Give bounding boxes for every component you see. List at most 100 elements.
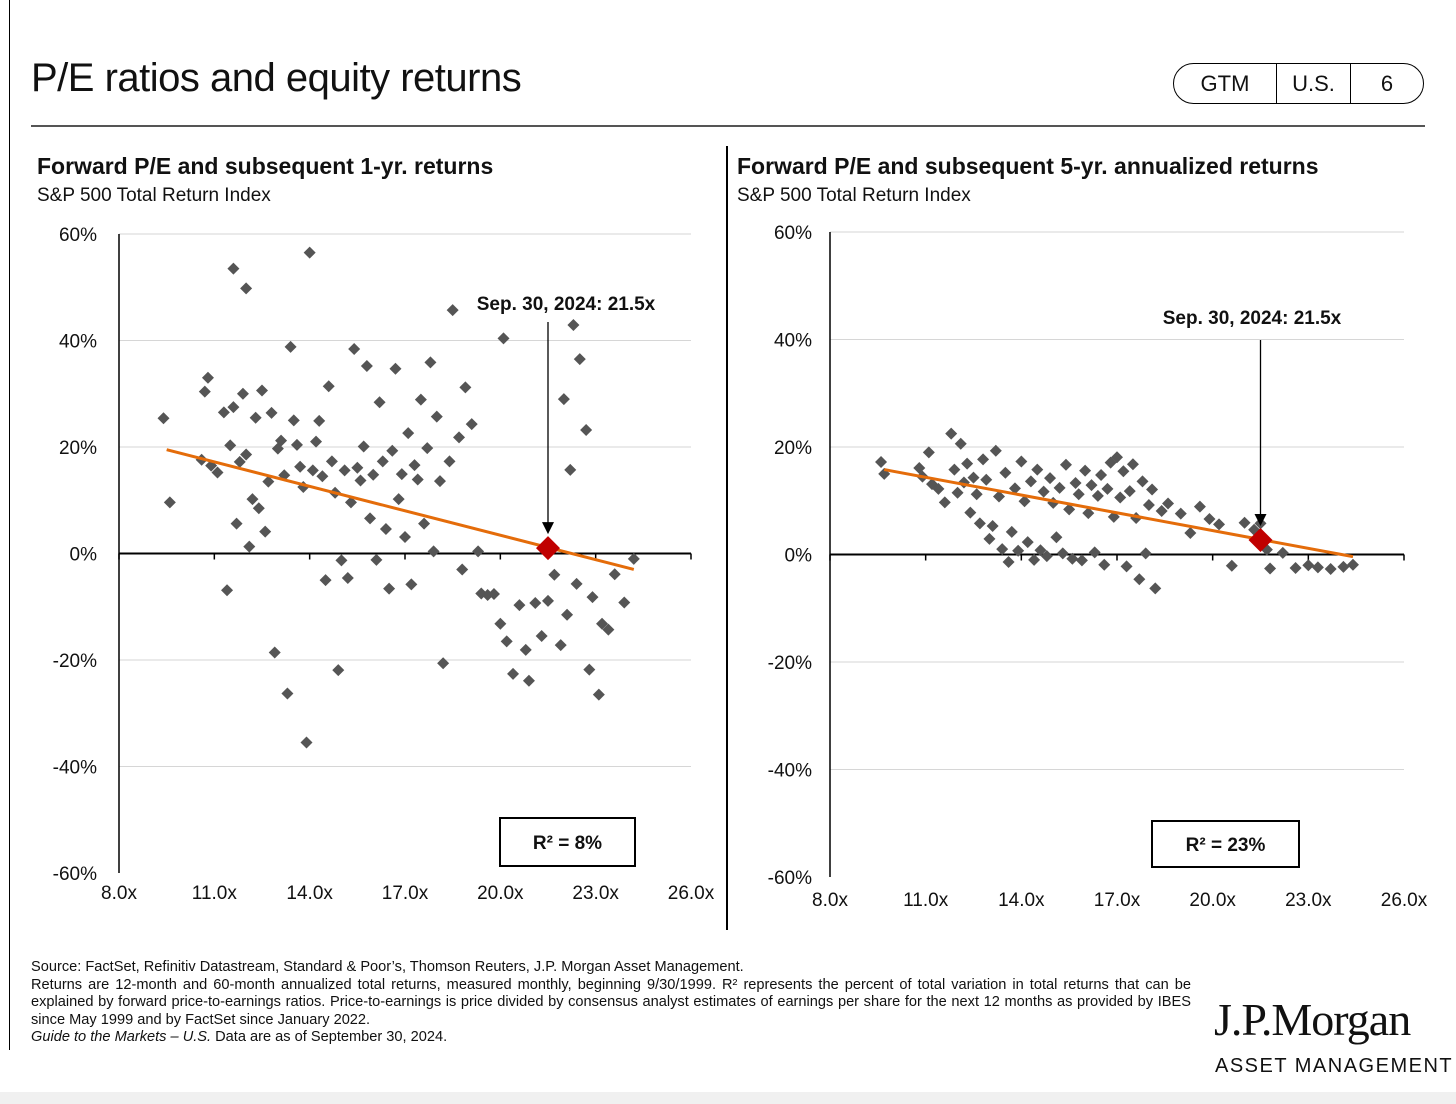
chart-2-trendline (883, 468, 1354, 559)
chart-2-data-point (964, 506, 977, 519)
chart-1-data-point (332, 664, 345, 677)
chart-2-y-tick-label: 20% (774, 438, 812, 459)
chart-2-y-tick-label: 0% (785, 546, 813, 567)
chart-2-data-point (1088, 546, 1101, 559)
chart-2-data-point (1040, 550, 1053, 563)
chart-1-data-point (411, 473, 424, 486)
chart-2-data-point (1142, 499, 1155, 512)
chart-2-data-point (973, 517, 986, 530)
chart-1-data-point (459, 381, 472, 394)
chart-2-x-tick-label: 23.0x (1285, 890, 1332, 911)
chart-2-y-tick-label: -40% (768, 761, 812, 782)
chart-1-y-tick-label: -20% (53, 651, 97, 672)
chart-1-data-point (437, 657, 450, 670)
chart-1-data-point (211, 466, 224, 479)
chart-2-annotation-label: Sep. 30, 2024: 21.5x (1163, 308, 1342, 329)
chart-1-data-point (341, 571, 354, 584)
chart-1-data-point (465, 418, 478, 431)
chart-2-data-point (945, 427, 958, 440)
chart-1-y-tick-label: 20% (59, 438, 97, 459)
chart-2-data-point (1056, 547, 1069, 560)
chart-2-data-point (961, 457, 974, 470)
chart-2-data-point (932, 482, 945, 495)
chart-1-data-point (348, 343, 361, 356)
chart-1-data-point (322, 380, 335, 393)
chart-1-data-point (300, 736, 313, 749)
chart-1-data-point (573, 353, 586, 366)
chart-2-data-point (922, 446, 935, 459)
chart-2-data-point (1139, 547, 1152, 560)
footnote-guide-date: Data are as of September 30, 2024. (211, 1029, 448, 1045)
chart-2-data-point (1069, 477, 1082, 490)
chart-2-data-point (1289, 561, 1302, 574)
chart-2-data-point (1101, 482, 1114, 495)
chart-1-data-point (217, 406, 230, 419)
chart-1-data-point (163, 496, 176, 509)
chart-1-data-point (313, 414, 326, 427)
chart-2-data-point (1050, 531, 1063, 544)
chart-1-data-point (433, 475, 446, 488)
chart-2-data-point (989, 444, 1002, 457)
chart-2-data-point (1276, 546, 1289, 559)
chart-2-data-point (1213, 518, 1226, 531)
chart-1-data-point (284, 340, 297, 353)
chart-2-data-point (993, 490, 1006, 503)
chart-2-data-point (983, 532, 996, 545)
chart-2-data-point (875, 456, 888, 469)
chart-1-data-point (224, 439, 237, 452)
chart-1-data-point (262, 475, 275, 488)
chart-1-data-point (373, 396, 386, 409)
chart-1-data-point (265, 406, 278, 419)
chart-2-data-point (1238, 516, 1251, 529)
chart-2-data-point (1098, 558, 1111, 571)
chart-2-data-point (1117, 465, 1130, 478)
chart-1-data-point (370, 553, 383, 566)
chart-2-title: Forward P/E and subsequent 5-yr. annuali… (737, 153, 1319, 179)
chart-1-data-point (316, 470, 329, 483)
chart-1-data-point (367, 468, 380, 481)
chart-2-data-point (938, 496, 951, 509)
chart-1-data-point (157, 412, 170, 425)
chart-2-data-point (1302, 559, 1315, 572)
slide-tag: GTM U.S. 6 (1173, 63, 1424, 104)
chart-1-data-point (602, 623, 615, 636)
chart-1-data-point (548, 568, 561, 581)
column-divider (726, 146, 728, 930)
chart-2-r-squared-box (1151, 820, 1300, 868)
chart-1-data-point (522, 674, 535, 687)
chart-2-data-point (1063, 503, 1076, 516)
chart-1-data-point (507, 667, 520, 680)
chart-1-data-point (583, 663, 596, 676)
chart-1-data-point (421, 442, 434, 455)
chart-1-x-tick-label: 8.0x (101, 883, 137, 904)
chart-2-data-point (954, 437, 967, 450)
chart-2-data-point (1024, 475, 1037, 488)
chart-2-data-point (1203, 513, 1216, 526)
chart-2-data-point (1337, 560, 1350, 573)
chart-2-data-point (1072, 488, 1085, 501)
chart-1-data-point (446, 304, 459, 317)
chart-2-x-tick-label: 14.0x (998, 890, 1045, 911)
chart-1-data-point (414, 393, 427, 406)
chart-1-data-point (310, 435, 323, 448)
chart-2-current-pe-marker (1248, 527, 1273, 552)
chart-2-x-tick-label: 11.0x (903, 890, 949, 911)
chart-2-data-point (1015, 455, 1028, 468)
chart-1-data-point (567, 319, 580, 332)
chart-2-y-tick-label: 60% (774, 223, 812, 244)
chart-2-data-point (1059, 458, 1072, 471)
chart-1-x-tick-label: 17.0x (382, 883, 429, 904)
chart-2-data-point (1021, 536, 1034, 549)
logo-subtitle: ASSET MANAGEMENT (1215, 1055, 1454, 1077)
chart-1-data-point (519, 643, 532, 656)
chart-2-data-point (1037, 485, 1050, 498)
chart-1-r-squared-label: R² = 8% (533, 833, 602, 854)
chart-1-current-pe-marker (536, 536, 560, 561)
chart-1-data-point (335, 554, 348, 567)
chart-1-data-point (443, 455, 456, 468)
chart-2-data-point (1075, 554, 1088, 567)
chart-2-data-point (1012, 544, 1025, 557)
chart-1-data-point (306, 464, 319, 477)
chart-1-y-tick-label: 60% (59, 225, 97, 246)
